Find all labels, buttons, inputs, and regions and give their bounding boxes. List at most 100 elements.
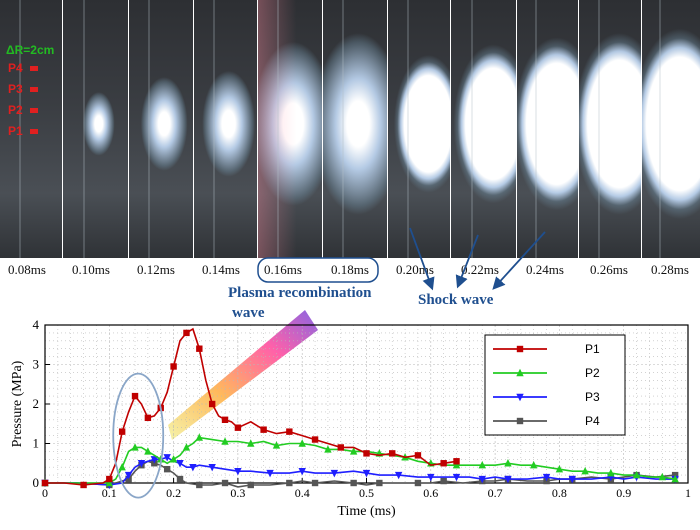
data-point (453, 458, 460, 465)
frame-time-label: 0.20ms (396, 262, 434, 277)
data-point (131, 392, 139, 400)
x-tick-label: 0.7 (488, 486, 503, 500)
data-point (440, 477, 447, 485)
data-point (196, 345, 203, 352)
sensor-label-p4: P4 (8, 61, 23, 75)
photo-frame-rod (342, 0, 344, 258)
frame-time-label: 0.12ms (137, 262, 175, 277)
photo-frame (63, 0, 128, 258)
frame-time-label: 0.26ms (590, 262, 628, 277)
frame-time-label: 0.24ms (526, 262, 564, 277)
data-point (118, 428, 126, 435)
data-point (208, 400, 216, 408)
data-point (529, 461, 538, 469)
y-tick-label: 1 (33, 436, 40, 451)
legend-label: P4 (585, 414, 600, 428)
frame-time-label: 0.28ms (651, 262, 689, 277)
data-point (311, 436, 319, 443)
data-point (414, 452, 422, 459)
photo-frame (451, 0, 516, 258)
x-tick-label: 0.8 (552, 486, 567, 500)
data-point (478, 475, 486, 484)
data-point (581, 466, 589, 475)
y-tick-label: 0 (33, 475, 40, 490)
photo-frame-rod (83, 0, 85, 258)
photo-frame (194, 0, 257, 258)
x-tick-label: 0.1 (102, 486, 117, 500)
sensor-marker (30, 108, 38, 113)
sensor-label-p2: P2 (8, 103, 23, 117)
data-point (478, 461, 486, 469)
data-point (182, 443, 191, 451)
data-point (169, 455, 178, 463)
sensor-marker (30, 66, 38, 71)
y-tick-label: 3 (33, 357, 40, 372)
data-point (324, 445, 332, 453)
legend-label: P3 (585, 390, 600, 404)
data-point (607, 468, 615, 477)
data-point (555, 464, 564, 473)
data-point (221, 479, 229, 487)
photo-frame-rod (19, 0, 21, 258)
data-point (176, 460, 184, 468)
data-point (41, 479, 49, 487)
sensor-label-p3: P3 (8, 82, 23, 96)
photo-frame (129, 0, 193, 258)
x-tick-label: 0.4 (295, 486, 310, 500)
data-point (452, 461, 461, 469)
photo-frame-rod (471, 0, 473, 258)
data-point (516, 417, 524, 425)
data-point (568, 475, 576, 484)
data-point (504, 459, 512, 467)
frame-time-label: 0.16ms (264, 262, 302, 277)
data-point (311, 479, 319, 487)
x-tick-label: 0.9 (616, 486, 631, 500)
data-point (266, 469, 274, 478)
data-point (137, 460, 146, 468)
photo-frame-rod (407, 0, 409, 258)
photo-frame (642, 0, 700, 258)
data-point (221, 437, 229, 445)
sensor-marker (30, 129, 38, 134)
data-point (389, 450, 396, 457)
legend-label: P2 (585, 366, 600, 380)
photo-frame (323, 0, 387, 258)
y-tick-label: 2 (33, 396, 40, 411)
y-axis-label: Pressure (MPa) (10, 360, 25, 447)
photo-frame-rod (598, 0, 600, 258)
photo-frame-rod (659, 0, 661, 258)
data-point (247, 481, 254, 489)
data-point (106, 475, 113, 483)
data-point (376, 479, 383, 487)
data-point (80, 481, 87, 489)
data-point (414, 479, 422, 487)
data-point (658, 472, 666, 481)
photo-strip (0, 0, 700, 258)
data-point (131, 443, 139, 451)
data-point (234, 467, 242, 476)
data-point (394, 471, 403, 480)
data-point (427, 473, 435, 482)
x-tick-label: 0 (42, 486, 48, 500)
data-point (542, 473, 551, 482)
frame-time-label: 0.14ms (202, 262, 240, 277)
data-point (195, 433, 204, 441)
x-tick-label: 1 (685, 486, 691, 500)
frame-time-label: 0.22ms (461, 262, 499, 277)
data-point (516, 345, 524, 353)
sensor-marker (30, 87, 38, 92)
x-tick-label: 0.3 (230, 486, 245, 500)
data-point (150, 456, 159, 464)
frame-time-label: 0.08ms (8, 262, 46, 277)
data-point (163, 465, 171, 473)
data-point (286, 428, 293, 435)
frame-time-label: 0.10ms (72, 262, 110, 277)
plasma-annotation-line1: Plasma recombination (228, 285, 372, 301)
pressure-chart: 0 0.1 0.2 0.3 0.4 0.5 0.6 0.7 0.8 0.9 1 0 1 2 3 4 Time (… (10, 317, 691, 519)
legend-label: P1 (585, 342, 600, 356)
data-point (504, 475, 512, 484)
x-axis-label: Time (ms) (337, 504, 396, 519)
data-point (208, 464, 216, 472)
photo-frame (258, 0, 322, 258)
series-line (45, 456, 676, 486)
